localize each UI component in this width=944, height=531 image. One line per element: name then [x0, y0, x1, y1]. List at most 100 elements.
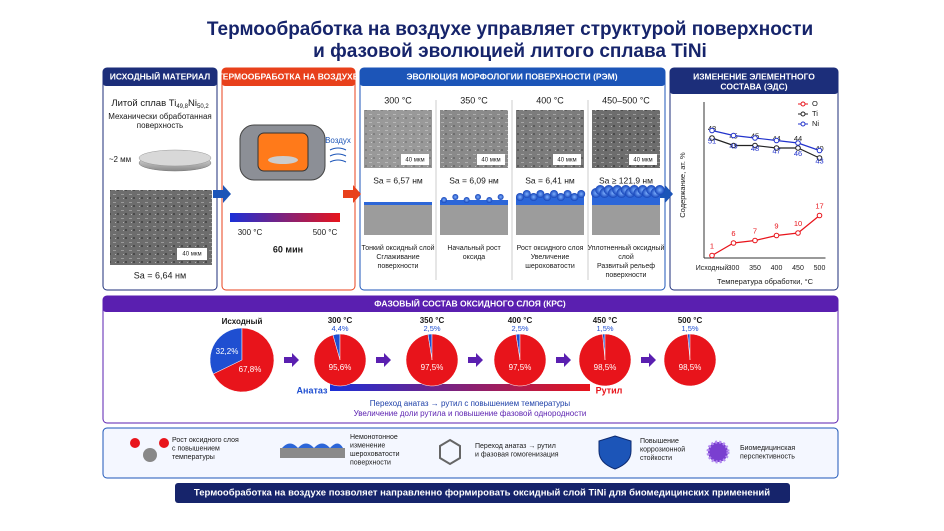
scale-label: 40 мкм	[557, 158, 576, 164]
stage-caption: поверхности	[378, 263, 419, 270]
stage-temperature: 350 °C	[460, 95, 488, 105]
value-label: 98,5%	[679, 363, 702, 372]
data-label: 49	[729, 141, 737, 150]
alloy-part: Литой сплав Ti	[111, 98, 176, 109]
arrow	[343, 185, 361, 203]
scale-box	[177, 248, 207, 260]
arrow	[468, 353, 483, 367]
panel-header	[222, 68, 355, 86]
summary-text: с повышением	[172, 445, 220, 452]
data-point	[730, 142, 737, 149]
scale-label: 40 мкм	[633, 158, 652, 164]
annotation: Увеличение доли рутила и повышение фазов…	[354, 409, 587, 418]
pie-slice	[578, 333, 632, 387]
value-label: 95,6%	[329, 363, 352, 372]
x-tick-label: 500	[814, 265, 826, 272]
summary-text: Рост оксидного слоя	[172, 437, 239, 444]
furnace-chamber	[257, 132, 309, 172]
oxide-grain	[463, 197, 470, 203]
scale-label: 40 мкм	[481, 158, 500, 164]
arrow	[284, 353, 299, 367]
data-label: 48	[751, 144, 759, 153]
data-point	[773, 137, 780, 144]
air-flow	[329, 147, 347, 163]
stage-temperature: 400 °C	[536, 95, 564, 105]
roughness: Sa = 6,57 нм	[373, 175, 423, 185]
stage-caption: Уплотненный оксидный	[588, 244, 665, 252]
title: Термообработка на воздухе управляет стру…	[207, 19, 813, 40]
x-axis-label: Температура обработки, °C	[717, 277, 814, 286]
stage-caption: оксида	[463, 254, 486, 261]
cross-section	[364, 205, 432, 235]
icon	[280, 448, 345, 458]
value-label: 1,5%	[596, 324, 613, 333]
sample-disc	[138, 149, 212, 167]
data-point	[709, 252, 715, 259]
oxide-grain	[486, 197, 493, 203]
stage-caption: Увеличение	[531, 254, 570, 261]
data-point	[709, 127, 715, 134]
data-point	[752, 237, 758, 244]
panel	[102, 427, 839, 479]
oxide-grain	[475, 194, 481, 200]
panel-header	[103, 68, 217, 86]
oxide-grain	[543, 193, 552, 201]
arrow	[655, 185, 673, 203]
value-label: 2,5%	[423, 324, 440, 333]
icon	[439, 438, 461, 466]
scale-box	[553, 154, 581, 165]
stage-caption: Сглаживание	[376, 254, 419, 261]
summary-text: поверхности	[350, 459, 391, 466]
stage-caption: Рост оксидного слоя	[517, 245, 584, 252]
oxide-grain	[536, 190, 545, 198]
air-label: Воздух	[325, 136, 351, 145]
data-point	[795, 230, 801, 236]
legend-label: Ti	[812, 109, 818, 118]
x-tick-label: 450	[792, 265, 804, 272]
oxide-grain	[452, 194, 459, 200]
legend-label: Ni	[812, 119, 819, 128]
panel-heading: ФАЗОВЫЙ СОСТАВ ОКСИДНОГО СЛОЯ (КРС)	[374, 297, 566, 308]
temperature-bar	[230, 213, 340, 222]
legend-label: O	[812, 99, 818, 108]
scale-label: 40 мкм	[405, 158, 424, 164]
x-tick-label: 350	[749, 265, 761, 272]
oxide-grain	[570, 193, 579, 201]
data-label: 9	[774, 221, 778, 230]
value-label: 1,5%	[681, 324, 698, 333]
series-line	[711, 137, 820, 159]
stage-caption: слой	[618, 253, 634, 261]
oxide-grain	[654, 185, 665, 195]
duration: 60 мин	[273, 244, 303, 254]
panel-header	[670, 68, 838, 94]
pie-label: Исходный	[222, 317, 263, 326]
panel-heading: ИСХОДНЫЙ МАТЕРИАЛ	[110, 70, 211, 81]
icon	[706, 440, 730, 464]
banner	[175, 483, 790, 503]
legend-marker	[800, 111, 806, 117]
data-point	[730, 132, 737, 139]
legend-marker	[800, 101, 806, 107]
oxide-grain	[441, 197, 447, 203]
series-line	[711, 215, 820, 257]
data-point	[816, 147, 823, 154]
arrow	[556, 353, 571, 367]
series-line	[711, 129, 820, 152]
icon	[159, 438, 169, 448]
annotation: Переход анатаз → рутил с повышением темп…	[370, 399, 571, 408]
oxide-layer	[440, 200, 508, 205]
value-label: 4,4%	[331, 324, 348, 333]
x-tick-label: 300	[728, 265, 740, 272]
pie-slice	[663, 333, 717, 387]
summary-text: Переход анатаз → рутил	[475, 443, 556, 450]
title: и фазовой эволюцией литого сплава TiNi	[313, 41, 707, 62]
cross-section	[516, 205, 584, 235]
x-tick-label: Исходный	[696, 264, 729, 272]
roughness: Sa = 6,09 нм	[449, 175, 499, 185]
summary-text: стойкости	[640, 454, 672, 462]
legend-label: Рутил	[596, 385, 623, 395]
data-point	[795, 140, 801, 146]
banner-text: Термообработка на воздухе позволяет напр…	[194, 488, 770, 499]
data-point	[773, 232, 780, 239]
